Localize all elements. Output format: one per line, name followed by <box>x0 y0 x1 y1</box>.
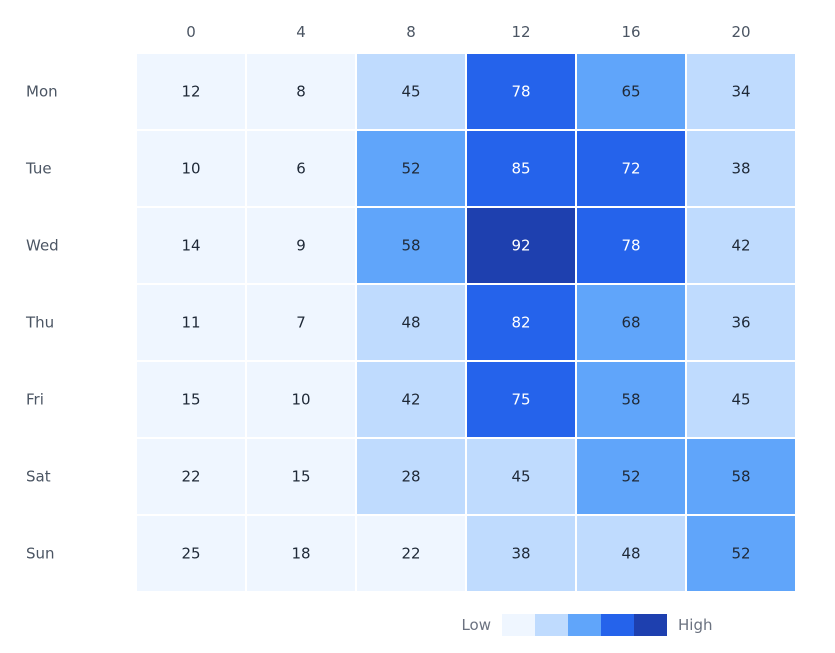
legend-swatch-3 <box>601 614 634 636</box>
heatmap-cell-wed-16 <box>575 206 687 285</box>
row-label-sat: Sat <box>26 468 51 486</box>
heatmap-cell-thu-16 <box>575 283 687 362</box>
cell-value-sun-12: 38 <box>511 545 530 563</box>
heatmap-cell-thu-4 <box>245 283 357 362</box>
heatmap-cell-sat-0 <box>135 437 247 516</box>
heatmap-cell-sun-4 <box>245 514 357 593</box>
heatmap-cell-wed-4 <box>245 206 357 285</box>
cell-value-wed-20: 42 <box>731 237 750 255</box>
row-label-mon: Mon <box>26 83 58 101</box>
cell-value-mon-8: 45 <box>401 83 420 101</box>
cell-value-wed-16: 78 <box>621 237 640 255</box>
cell-value-wed-4: 9 <box>296 237 306 255</box>
row-labels: Mon Tue Wed Thu Fri Sat Sun <box>25 83 59 563</box>
column-label-8: 8 <box>406 23 416 41</box>
heatmap-cell-fri-16 <box>575 360 687 439</box>
heatmap-cell-tue-12 <box>465 129 577 208</box>
cell-value-thu-16: 68 <box>621 314 640 332</box>
cell-value-fri-12: 75 <box>511 391 530 409</box>
heatmap-cell-tue-4 <box>245 129 357 208</box>
cell-value-thu-20: 36 <box>731 314 750 332</box>
heatmap-cells: 12 8 45 78 65 34 10 6 52 85 72 38 14 9 58 92 78 42 11 7 48 82… <box>135 52 797 593</box>
heatmap-cell-thu-20 <box>685 283 797 362</box>
row-label-sun: Sun <box>26 545 55 563</box>
cell-value-sat-8: 28 <box>401 468 420 486</box>
heatmap-cell-sun-12 <box>465 514 577 593</box>
cell-value-thu-8: 48 <box>401 314 420 332</box>
cell-value-thu-0: 11 <box>181 314 200 332</box>
cell-value-fri-8: 42 <box>401 391 420 409</box>
column-label-4: 4 <box>296 23 306 41</box>
column-label-12: 12 <box>511 23 530 41</box>
legend-high-label: High <box>678 616 712 634</box>
legend-low-label: Low <box>461 616 491 634</box>
cell-value-tue-4: 6 <box>296 160 306 178</box>
cell-value-mon-20: 34 <box>731 83 750 101</box>
cell-value-sun-20: 52 <box>731 545 750 563</box>
cell-value-fri-0: 15 <box>181 391 200 409</box>
cell-value-mon-0: 12 <box>181 83 200 101</box>
cell-value-thu-4: 7 <box>296 314 306 332</box>
cell-value-sat-4: 15 <box>291 468 310 486</box>
cell-value-wed-8: 58 <box>401 237 420 255</box>
cell-value-tue-0: 10 <box>181 160 200 178</box>
heatmap-cell-sun-20 <box>685 514 797 593</box>
cell-value-tue-12: 85 <box>511 160 530 178</box>
heatmap-cell-mon-4 <box>245 52 357 131</box>
cell-value-tue-16: 72 <box>621 160 640 178</box>
column-label-0: 0 <box>186 23 196 41</box>
heatmap-cell-wed-12 <box>465 206 577 285</box>
heatmap-cell-wed-20 <box>685 206 797 285</box>
cell-value-sun-4: 18 <box>291 545 310 563</box>
cell-value-sun-0: 25 <box>181 545 200 563</box>
legend: Low High <box>461 614 712 636</box>
cell-value-sat-12: 45 <box>511 468 530 486</box>
cell-value-fri-20: 45 <box>731 391 750 409</box>
legend-swatch-1 <box>535 614 568 636</box>
heatmap-cell-sun-16 <box>575 514 687 593</box>
cell-value-mon-12: 78 <box>511 83 530 101</box>
legend-swatches <box>502 614 667 636</box>
cell-value-sat-20: 58 <box>731 468 750 486</box>
column-label-20: 20 <box>731 23 750 41</box>
row-label-wed: Wed <box>26 237 59 255</box>
cell-value-sat-16: 52 <box>621 468 640 486</box>
column-label-16: 16 <box>621 23 640 41</box>
heatmap-cell-thu-12 <box>465 283 577 362</box>
row-label-tue: Tue <box>25 160 52 178</box>
legend-swatch-2 <box>568 614 601 636</box>
heatmap-cell-sun-0 <box>135 514 247 593</box>
legend-swatch-0 <box>502 614 535 636</box>
heatmap-cell-mon-0 <box>135 52 247 131</box>
cell-value-fri-4: 10 <box>291 391 310 409</box>
heatmap-cell-thu-8 <box>355 283 467 362</box>
cell-value-wed-12: 92 <box>511 237 530 255</box>
cell-value-tue-20: 38 <box>731 160 750 178</box>
cell-value-wed-0: 14 <box>181 237 200 255</box>
heatmap-cell-thu-0 <box>135 283 247 362</box>
row-label-thu: Thu <box>25 314 54 332</box>
heatmap-cell-sun-8 <box>355 514 467 593</box>
cell-value-mon-4: 8 <box>296 83 306 101</box>
cell-value-sun-16: 48 <box>621 545 640 563</box>
cell-value-tue-8: 52 <box>401 160 420 178</box>
cell-value-fri-16: 58 <box>621 391 640 409</box>
heatmap-cell-tue-20 <box>685 129 797 208</box>
heatmap-cell-sat-20 <box>685 437 797 516</box>
cell-value-sun-8: 22 <box>401 545 420 563</box>
cell-value-thu-12: 82 <box>511 314 530 332</box>
heatmap-cell-mon-20 <box>685 52 797 131</box>
row-label-fri: Fri <box>26 391 44 409</box>
heatmap-cell-fri-20 <box>685 360 797 439</box>
cell-value-sat-0: 22 <box>181 468 200 486</box>
heatmap-cell-fri-8 <box>355 360 467 439</box>
legend-swatch-4 <box>634 614 667 636</box>
column-labels: 0 4 8 12 16 20 <box>186 23 750 41</box>
cell-value-mon-16: 65 <box>621 83 640 101</box>
heatmap-cell-fri-12 <box>465 360 577 439</box>
